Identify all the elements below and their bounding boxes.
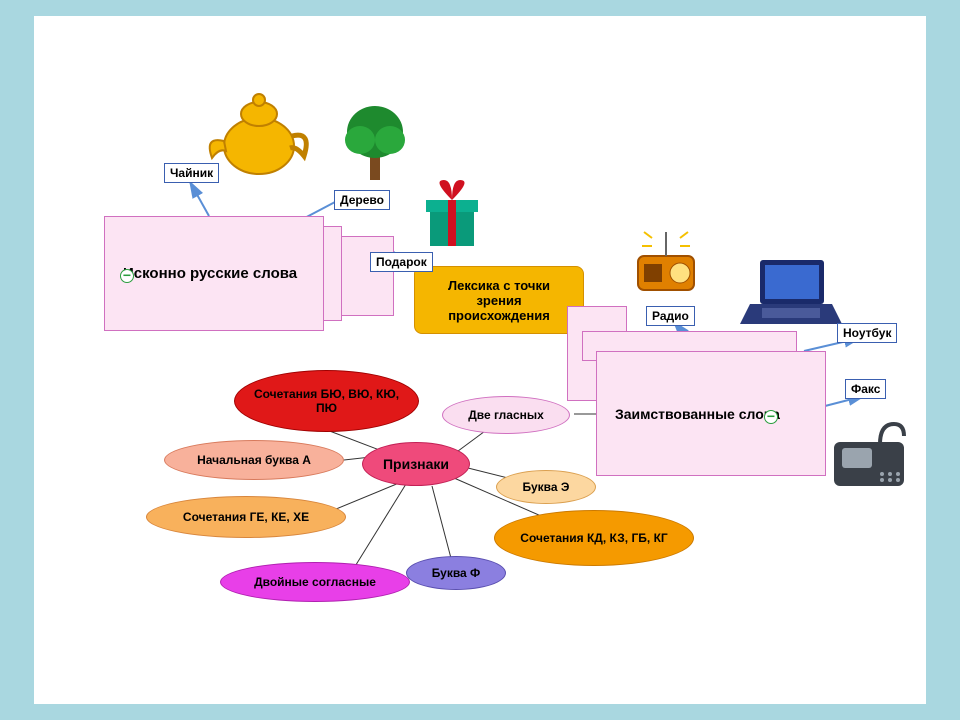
label-laptop: Ноутбук [837,323,897,343]
label-teapot-text: Чайник [170,166,213,180]
canvas: Исконно русские слова − Лексика с точки … [34,16,926,704]
native-words-box: Исконно русские слова [104,216,324,331]
ellipse-e: Буква Э [496,470,596,504]
hub-ellipse: Признаки [362,442,470,486]
label-gift: Подарок [370,252,433,272]
topic-text: Лексика с точки зрения происхождения [425,278,573,323]
tree-icon [340,100,410,185]
ellipse-byu: Сочетания БЮ, ВЮ, КЮ, ПЮ [234,370,419,432]
radio-icon [624,226,709,298]
label-fax-text: Факс [851,382,880,396]
native-words-text: Исконно русские слова [123,265,297,282]
topic-box: Лексика с точки зрения происхождения [414,266,584,334]
loan-collapse-icon[interactable]: − [764,410,778,424]
ellipse-f: Буква Ф [406,556,506,590]
ellipse-vowels: Две гласных [442,396,570,434]
label-teapot: Чайник [164,163,219,183]
label-laptop-text: Ноутбук [843,326,891,340]
ellipse-ge: Сочетания ГЕ, КЕ, ХЕ [146,496,346,538]
label-fax: Факс [845,379,886,399]
native-shadow-2 [334,236,394,316]
gift-icon [412,176,492,251]
label-tree: Дерево [334,190,390,210]
ellipse-double: Двойные согласные [220,562,410,602]
label-tree-text: Дерево [340,193,384,207]
ellipse-kd: Сочетания КД, КЗ, ГБ, КГ [494,510,694,566]
native-collapse-icon[interactable]: − [120,269,134,283]
loan-words-text: Заимствованные слова [615,406,780,422]
label-gift-text: Подарок [376,255,427,269]
laptop-icon [736,254,846,334]
ellipse-a: Начальная буква А [164,440,344,480]
teapot-icon [204,86,314,181]
fax-icon [824,408,914,498]
loan-words-box: Заимствованные слова [596,351,826,476]
hub-text: Признаки [383,456,449,472]
label-radio-text: Радио [652,309,689,323]
label-radio: Радио [646,306,695,326]
